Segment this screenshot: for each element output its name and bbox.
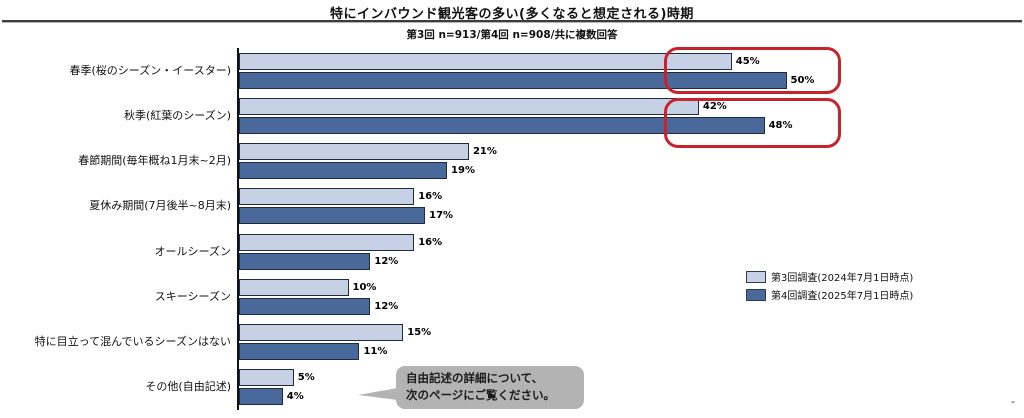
category-label: その他(自由記述) bbox=[145, 380, 231, 394]
legend-swatch-survey3 bbox=[746, 270, 766, 283]
callout-tail bbox=[358, 388, 398, 400]
value-label: 21% bbox=[472, 146, 497, 158]
page-title: 特にインバウンド観光客の多い(多くなると想定される)時期 bbox=[330, 7, 694, 22]
value-label: 45% bbox=[735, 55, 760, 67]
legend-item-survey4: 第4回調査(2025年7月1日時点) bbox=[746, 287, 913, 302]
callout-bubble: 自由記述の詳細について、 次のページにご覧ください。 bbox=[358, 366, 584, 409]
chart-row: その他(自由記述) 5% 4% bbox=[0, 364, 1024, 410]
value-label: 12% bbox=[374, 300, 399, 312]
value-label: 16% bbox=[418, 191, 443, 203]
bar-line: 15% bbox=[239, 324, 1024, 342]
bar-line: 50% bbox=[239, 71, 1024, 89]
category-bars: 42% 48% bbox=[237, 93, 1024, 139]
legend-swatch-survey4 bbox=[746, 288, 766, 301]
corner-dash: - bbox=[1011, 395, 1015, 408]
category-label: スキーシーズン bbox=[154, 289, 231, 303]
category-label: 春節期間(毎年概ね1月末~2月) bbox=[78, 154, 231, 168]
value-label: 19% bbox=[451, 165, 475, 177]
callout-text-line2: 次のページにご覧ください。 bbox=[406, 387, 556, 402]
bar-survey4 bbox=[239, 297, 371, 315]
category-label: 春季(桜のシーズン・イースター) bbox=[69, 63, 231, 77]
bar-survey3 bbox=[239, 324, 404, 342]
bar-line: 4% bbox=[239, 388, 1024, 406]
category-label: 夏休み期間(7月後半~8月末) bbox=[89, 199, 231, 213]
chart-row: スキーシーズン 10% 12% bbox=[0, 274, 1024, 320]
bar-line: 10% bbox=[239, 278, 1024, 296]
category-bars: 5% 4% bbox=[237, 364, 1024, 410]
bar-survey4 bbox=[239, 343, 360, 361]
chart-row: 特に目立って混んでいるシーズンはない 15% 11% bbox=[0, 319, 1024, 365]
bar-line: 21% bbox=[239, 143, 1024, 161]
chart-row: 秋季(紅葉のシーズン) 42% 48% bbox=[0, 93, 1024, 139]
bar-line: 12% bbox=[239, 252, 1024, 270]
bar-line: 42% bbox=[239, 97, 1024, 115]
bar-line: 45% bbox=[239, 52, 1024, 70]
bar-line: 19% bbox=[239, 162, 1024, 180]
bar-survey4 bbox=[239, 162, 448, 180]
category-label: オールシーズン bbox=[154, 244, 231, 258]
bar-line: 11% bbox=[239, 343, 1024, 361]
bar-survey4 bbox=[239, 71, 787, 89]
value-label: 4% bbox=[286, 391, 304, 403]
category-label: 秋季(紅葉のシーズン) bbox=[123, 108, 231, 122]
bar-line: 48% bbox=[239, 116, 1024, 134]
value-label: 15% bbox=[407, 327, 432, 339]
category-bars: 10% 12% bbox=[237, 274, 1024, 320]
bar-survey3 bbox=[239, 97, 699, 115]
bar-survey4 bbox=[239, 252, 371, 270]
legend-label-survey4: 第4回調査(2025年7月1日時点) bbox=[771, 291, 914, 302]
bar-survey3 bbox=[239, 233, 415, 251]
chart-legend: 第3回調査(2024年7月1日時点) 第4回調査(2025年7月1日時点) bbox=[746, 269, 913, 305]
bar-survey4 bbox=[239, 116, 765, 134]
chart-row: 春節期間(毎年概ね1月末~2月) 21% 19% bbox=[0, 138, 1024, 184]
bar-line: 5% bbox=[239, 369, 1024, 387]
bar-survey3 bbox=[239, 143, 469, 161]
category-bars: 16% 17% bbox=[237, 183, 1024, 229]
value-label: 48% bbox=[768, 119, 793, 131]
chart-row: オールシーズン 16% 12% bbox=[0, 229, 1024, 275]
value-label: 42% bbox=[702, 100, 727, 112]
bar-chart: 春季(桜のシーズン・イースター) 45% 50% 秋季(紅葉のシーズン) 42% 48% 春… bbox=[0, 48, 1024, 410]
category-bars: 15% 11% bbox=[237, 319, 1024, 365]
chart-subtitle: 第3回 n=913/第4回 n=908/共に複数回答 bbox=[406, 29, 618, 41]
bar-line: 16% bbox=[239, 188, 1024, 206]
value-label: 10% bbox=[352, 281, 377, 293]
bar-survey3 bbox=[239, 188, 415, 206]
legend-label-survey3: 第3回調査(2024年7月1日時点) bbox=[771, 273, 914, 284]
value-label: 5% bbox=[297, 372, 315, 384]
callout-text-line1: 自由記述の詳細について、 bbox=[406, 371, 544, 385]
category-label: 特に目立って混んでいるシーズンはない bbox=[34, 335, 231, 349]
chart-row: 夏休み期間(7月後半~8月末) 16% 17% bbox=[0, 183, 1024, 229]
category-bars: 45% 50% bbox=[237, 48, 1024, 94]
chart-row: 春季(桜のシーズン・イースター) 45% 50% bbox=[0, 48, 1024, 94]
category-bars: 16% 12% bbox=[237, 229, 1024, 275]
bar-survey3 bbox=[239, 278, 349, 296]
bar-survey4 bbox=[239, 388, 283, 406]
bar-survey3 bbox=[239, 369, 294, 387]
title-divider bbox=[2, 20, 1022, 23]
value-label: 16% bbox=[418, 236, 443, 248]
value-label: 50% bbox=[790, 74, 815, 86]
bar-survey4 bbox=[239, 207, 426, 225]
bar-line: 16% bbox=[239, 233, 1024, 251]
bar-survey3 bbox=[239, 52, 732, 70]
category-bars: 21% 19% bbox=[237, 138, 1024, 184]
legend-item-survey3: 第3回調査(2024年7月1日時点) bbox=[746, 269, 913, 284]
bar-line: 12% bbox=[239, 297, 1024, 315]
value-label: 11% bbox=[363, 346, 388, 358]
bar-line: 17% bbox=[239, 207, 1024, 225]
highlight-box-spring-season bbox=[664, 47, 841, 94]
highlight-box-autumn-season bbox=[664, 98, 841, 148]
value-label: 12% bbox=[374, 255, 399, 267]
value-label: 17% bbox=[429, 210, 454, 222]
